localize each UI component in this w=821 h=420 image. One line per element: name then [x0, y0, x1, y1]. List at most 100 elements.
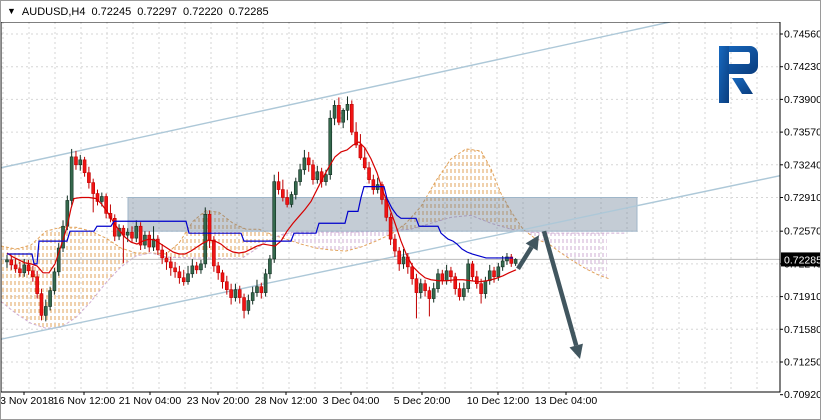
- y-axis-label: 0.74560: [784, 29, 821, 41]
- plot-border: [1, 21, 781, 393]
- y-axis-label: 0.72570: [784, 226, 821, 238]
- candle-bear: [39, 293, 44, 316]
- candle-bear: [371, 179, 376, 190]
- candle-bull: [513, 259, 518, 264]
- candle-bull: [272, 181, 277, 260]
- trend-channel-lines[interactable]: [1, 13, 781, 340]
- candle-bear: [358, 144, 363, 159]
- x-axis-label: 5 Dec 20:00: [394, 395, 451, 407]
- candle-bull: [500, 260, 505, 268]
- kumo-bullish: [397, 148, 523, 231]
- current-price-box: [781, 252, 820, 267]
- arrowhead-projection-down: [569, 343, 583, 360]
- x-axis-label: 16 Nov 12:00: [53, 395, 116, 407]
- candle-bear: [95, 193, 100, 202]
- candle-bull: [487, 270, 492, 282]
- candle-bull: [22, 264, 27, 274]
- candle-bear: [13, 264, 18, 270]
- logo-leg: [732, 78, 753, 94]
- kijun-sen-line: [7, 185, 513, 265]
- current-price-value: 0.72285: [784, 254, 821, 266]
- candle-bull: [78, 159, 83, 166]
- x-axis-label: 21 Nov 04:00: [119, 395, 182, 407]
- candle-bull: [341, 109, 345, 123]
- candle-bear: [259, 286, 264, 293]
- candle-bear: [91, 182, 95, 194]
- candle-bear: [112, 218, 117, 237]
- channel-lower[interactable]: [1, 175, 781, 340]
- y-axis-label: 0.71910: [784, 291, 821, 303]
- candle-bear: [311, 164, 315, 180]
- x-axis-label: 13 Nov 2018: [1, 395, 54, 407]
- roboforex-logo: [719, 46, 758, 103]
- candle-bull: [496, 266, 501, 278]
- candle-bear: [160, 249, 164, 259]
- candle-bull: [69, 156, 74, 201]
- logo-bowl: [719, 46, 758, 74]
- candle-bear: [276, 181, 281, 190]
- candle-bear: [470, 263, 475, 278]
- candle-bull: [190, 265, 195, 275]
- candle-bear: [212, 239, 216, 267]
- symbol-period-label: AUDUSD,H4: [21, 5, 86, 18]
- candle-bull: [462, 288, 466, 297]
- candle-bull: [43, 306, 48, 316]
- forecast-arrows[interactable]: [516, 230, 583, 360]
- candle-bear: [229, 289, 233, 298]
- candle-bull: [263, 273, 268, 293]
- x-axis-label: 23 Nov 20:00: [187, 395, 250, 407]
- resistance-zone-rectangle[interactable]: [127, 196, 638, 232]
- candle-bull: [268, 258, 272, 275]
- candle-bear: [362, 157, 367, 169]
- y-axis-label: 0.71580: [784, 324, 821, 336]
- candle-bull: [431, 288, 436, 299]
- candle-bear: [509, 256, 514, 264]
- senkou-span-a: [1, 148, 610, 280]
- candle-bear: [337, 105, 341, 123]
- candle-bear: [138, 225, 143, 246]
- channel-upper[interactable]: [1, 13, 707, 169]
- candle-bear: [173, 267, 177, 273]
- x-axis-label: 10 Dec 12:00: [467, 395, 530, 407]
- candle-bear: [130, 231, 134, 239]
- candle-bull: [255, 286, 259, 293]
- candle-bear: [242, 297, 246, 311]
- chart-title-bar: ▼ AUDUSD,H4 0.72245 0.72297 0.72220 0.72…: [1, 1, 820, 22]
- candle-bull: [52, 271, 57, 291]
- candle-bull: [315, 171, 320, 180]
- candle-bull: [246, 300, 251, 311]
- candle-bull: [61, 225, 65, 249]
- candle-bull: [293, 181, 298, 195]
- candle-bear: [216, 265, 220, 274]
- candle-bull: [483, 280, 488, 294]
- candle-bear: [207, 214, 212, 241]
- resistance-zone[interactable]: [127, 196, 638, 232]
- y-axis-label: 0.70920: [784, 389, 821, 401]
- candle-bull: [298, 169, 302, 182]
- y-axis-label: 0.74230: [784, 61, 821, 73]
- candle-bull: [5, 259, 9, 263]
- candle-bear: [104, 196, 108, 214]
- candle-bear: [281, 189, 285, 198]
- candle-bear: [26, 264, 31, 272]
- candle-bull: [100, 196, 104, 202]
- candle-bear: [427, 290, 432, 299]
- candle-bear: [225, 281, 229, 290]
- y-axis-label: 0.72910: [784, 192, 821, 204]
- candle-bear: [306, 157, 311, 166]
- candle-bear: [18, 268, 22, 274]
- quote-low: 0.72220: [183, 5, 223, 18]
- kumo-bearish: [526, 231, 607, 279]
- candle-bear: [35, 276, 39, 294]
- y-axis-label: 0.73240: [784, 159, 821, 171]
- collapse-quote-icon[interactable]: ▼: [7, 6, 16, 16]
- candle-bull: [302, 157, 307, 171]
- candle-bear: [349, 104, 354, 133]
- candle-bull: [466, 263, 470, 289]
- arrow-projection-down[interactable]: [541, 230, 579, 347]
- x-axis-label: 28 Nov 12:00: [255, 395, 318, 407]
- candle-bear: [449, 270, 453, 278]
- candle-bull: [444, 270, 449, 282]
- arrow-pullback-up[interactable]: [516, 245, 534, 271]
